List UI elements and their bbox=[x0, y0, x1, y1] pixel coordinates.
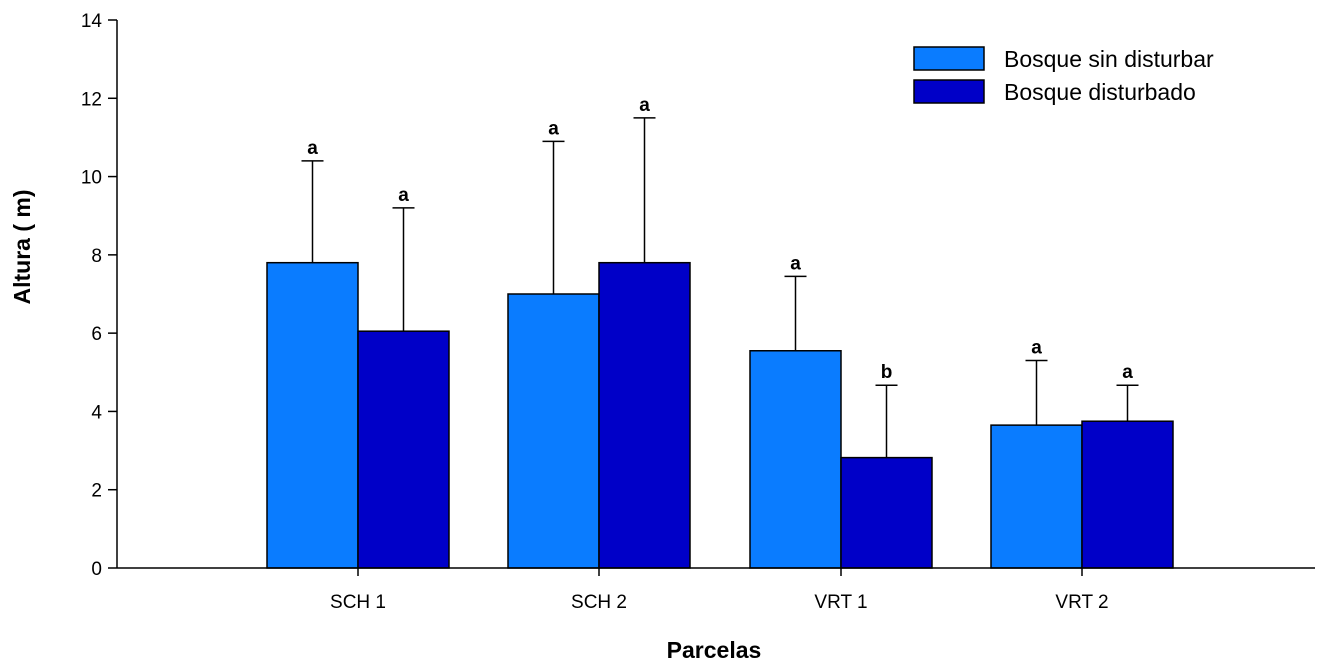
y-tick-label: 4 bbox=[91, 402, 102, 423]
significance-label-1-0: a bbox=[398, 185, 409, 206]
x-tick-label: SCH 1 bbox=[330, 592, 386, 613]
bar-disturbado-0 bbox=[357, 330, 450, 569]
y-tick-label: 6 bbox=[91, 324, 102, 345]
y-tick-label: 10 bbox=[81, 168, 102, 189]
bar-disturbado-1 bbox=[598, 261, 691, 569]
bar-disturbado-2 bbox=[840, 456, 933, 569]
x-tick-label: VRT 2 bbox=[1055, 592, 1108, 613]
legend-swatch-1 bbox=[913, 79, 985, 104]
significance-label-0-0: a bbox=[307, 138, 318, 159]
bars-layer bbox=[266, 261, 1174, 569]
error-bars-layer bbox=[301, 117, 1139, 458]
y-tick-label: 14 bbox=[81, 11, 103, 32]
significance-label-1-1: a bbox=[639, 95, 650, 116]
y-tick-label: 12 bbox=[81, 89, 102, 110]
y-tick-label: 2 bbox=[91, 481, 102, 502]
axes-layer bbox=[116, 20, 1315, 569]
ticks-layer: 0 2 4 6 8 10 12 14 SCH 1 SCH 2 VRT 1 VRT 2 bbox=[81, 11, 1109, 613]
x-tick-label: VRT 1 bbox=[814, 592, 867, 613]
bar-sin-disturbar-1 bbox=[507, 293, 600, 569]
legend-swatch-0 bbox=[913, 46, 985, 71]
y-tick-label: 8 bbox=[91, 246, 102, 267]
significance-label-0-1: a bbox=[548, 118, 559, 139]
x-axis-title: Parcelas bbox=[667, 637, 762, 663]
significance-label-0-2: a bbox=[790, 253, 801, 274]
bar-sin-disturbar-2 bbox=[749, 350, 842, 569]
legend-label-1: Bosque disturbado bbox=[1004, 79, 1196, 105]
legend-label-0: Bosque sin disturbar bbox=[1004, 46, 1214, 72]
bar-sin-disturbar-3 bbox=[990, 424, 1083, 569]
y-tick-label: 0 bbox=[91, 559, 102, 580]
legend: Bosque sin disturbar Bosque disturbado bbox=[913, 46, 1214, 105]
significance-label-1-2: b bbox=[881, 362, 893, 383]
bar-sin-disturbar-0 bbox=[266, 261, 359, 569]
bar-disturbado-3 bbox=[1081, 420, 1174, 569]
x-tick-label: SCH 2 bbox=[571, 592, 627, 613]
significance-label-0-3: a bbox=[1031, 338, 1042, 359]
significance-label-1-3: a bbox=[1122, 362, 1133, 383]
significance-labels-layer: a a a a a a b a bbox=[307, 95, 1133, 383]
y-axis-title: Altura ( m) bbox=[9, 190, 35, 305]
